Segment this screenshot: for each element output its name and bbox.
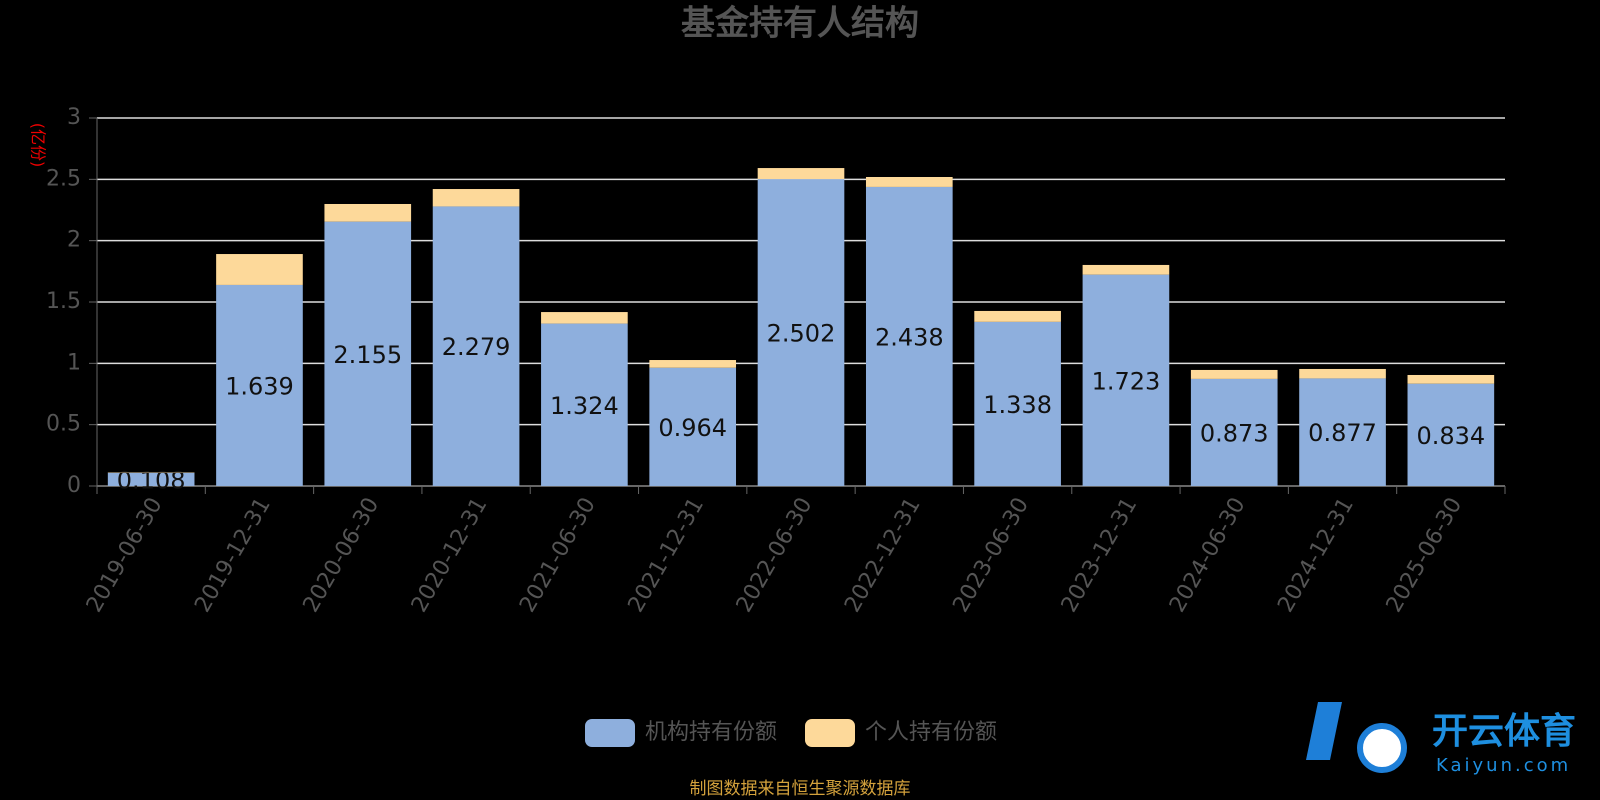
bar-segment xyxy=(1407,374,1495,384)
bar-segment xyxy=(107,472,195,486)
watermark-text: 开云体育 xyxy=(1432,711,1576,752)
data-label: 1.639 xyxy=(225,372,294,400)
bar-segment xyxy=(1082,274,1170,486)
watermark-logo xyxy=(1306,702,1342,760)
bar-segment xyxy=(1082,264,1170,275)
data-label: 0.108 xyxy=(117,466,186,494)
bar-segment xyxy=(216,254,303,285)
bar-segment xyxy=(1190,378,1278,486)
bar-segment xyxy=(757,179,845,486)
data-label: 0.873 xyxy=(1200,419,1269,447)
y-tick-label: 0 xyxy=(67,473,81,498)
bar-segment xyxy=(1299,368,1386,379)
bar-segment xyxy=(865,177,953,187)
legend-label[interactable]: 个人持有份额 xyxy=(865,720,997,745)
legend-swatch[interactable] xyxy=(585,719,635,747)
data-label: 2.502 xyxy=(767,320,836,348)
y-tick-label: 3 xyxy=(67,105,81,130)
bar-segment xyxy=(649,367,737,486)
bar-segment xyxy=(865,186,953,486)
y-tick-label: 0.5 xyxy=(46,412,81,437)
bar-segment xyxy=(1407,383,1495,486)
bar-segment xyxy=(324,221,412,487)
source-note: 制图数据来自恒生聚源数据库 xyxy=(690,779,911,799)
y-axis-label: (亿份) xyxy=(29,123,48,168)
bar-segment xyxy=(1190,369,1278,379)
bar-segment xyxy=(1299,378,1386,486)
bar-segment xyxy=(757,168,845,180)
data-label: 1.723 xyxy=(1092,367,1161,395)
data-label: 2.155 xyxy=(333,341,402,369)
bar-segment xyxy=(324,203,412,222)
bar-segment xyxy=(216,284,303,486)
chart-title: 基金持有人结构 xyxy=(681,4,919,44)
legend-swatch[interactable] xyxy=(805,719,855,747)
y-tick-label: 2.5 xyxy=(46,166,81,191)
y-tick-label: 1.5 xyxy=(46,289,81,314)
data-label: 0.834 xyxy=(1416,422,1485,450)
bar-segment xyxy=(974,321,1061,486)
watermark-logo xyxy=(1357,723,1407,773)
bar-segment xyxy=(432,189,520,207)
bar-segment xyxy=(432,206,520,486)
y-tick-label: 2 xyxy=(67,228,81,253)
data-label: 2.438 xyxy=(875,323,944,351)
bar-segment xyxy=(974,310,1061,322)
legend-label[interactable]: 机构持有份额 xyxy=(645,720,777,745)
data-label: 1.324 xyxy=(550,392,619,420)
watermark: 开云体育 Kaiyun.com xyxy=(1306,702,1576,776)
bar-segment xyxy=(541,312,628,324)
watermark-text: Kaiyun.com xyxy=(1436,755,1571,776)
bar-segment xyxy=(649,360,737,368)
y-tick-label: 1 xyxy=(67,350,81,375)
data-label: 2.279 xyxy=(442,333,511,361)
data-label: 0.877 xyxy=(1308,419,1377,447)
data-label: 1.338 xyxy=(983,391,1052,419)
bar-segment xyxy=(541,323,628,486)
data-label: 0.964 xyxy=(658,414,727,442)
